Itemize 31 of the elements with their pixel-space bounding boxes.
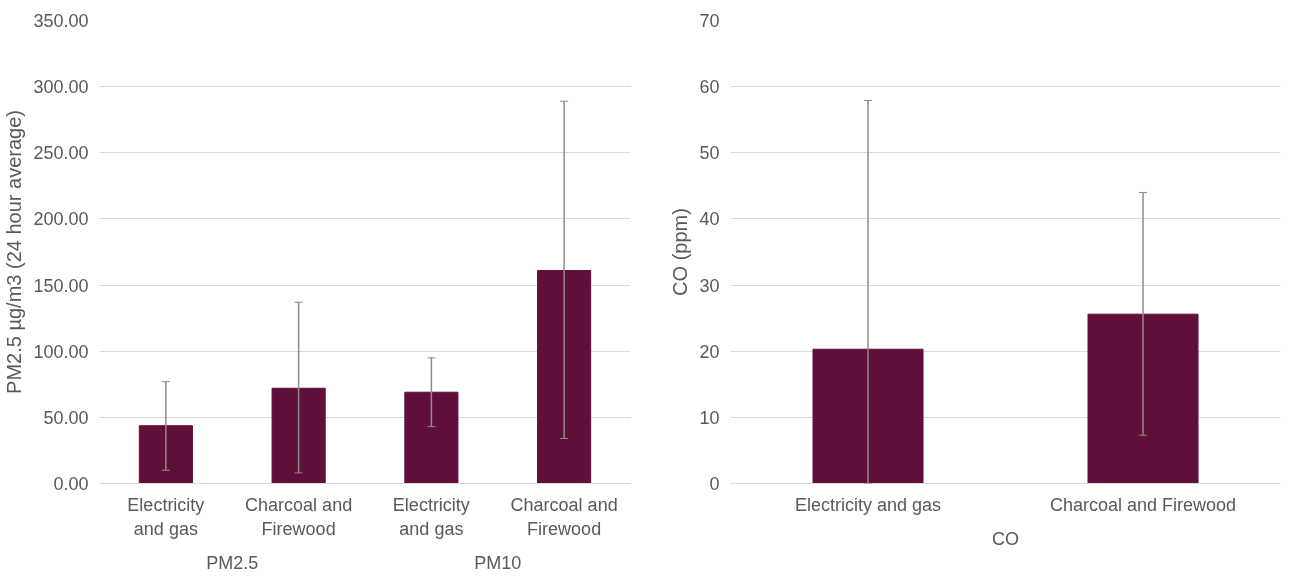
text: PM10 [474, 552, 522, 573]
y-tick-label: 50 [699, 143, 720, 164]
y-axis-title: CO (ppm) [669, 208, 692, 296]
x-tick-label: Charcoal and Firewood [245, 494, 353, 539]
text: PM2.5 [206, 552, 259, 573]
y-tick-label: 350.00 [33, 11, 89, 31]
y-tick-label: 250.00 [33, 143, 89, 164]
bar [537, 270, 592, 484]
x-tick-label: Charcoal and Firewood [510, 494, 618, 539]
text: CO [992, 528, 1019, 549]
x-tick-label: Charcoal and Firewood [1049, 494, 1237, 515]
y-tick-label: 70 [699, 11, 720, 31]
y-tick-label: 300.00 [33, 77, 89, 98]
y-tick-label: 10 [699, 407, 720, 428]
y-tick-label: 20 [699, 341, 720, 362]
y-axis-title: PM2.5 µg/m3 (24 hour average) [3, 110, 26, 394]
y-tick-label: 200.00 [33, 209, 89, 230]
x-tick-label: Electricity and gas [127, 494, 205, 539]
y-tick-label: 150.00 [33, 275, 89, 296]
bar [138, 425, 193, 484]
bar [271, 387, 326, 484]
y-tick-label: 100.00 [33, 341, 89, 362]
y-tick-label: 0 [709, 474, 720, 494]
y-tick-label: 30 [699, 275, 720, 296]
bar [404, 391, 459, 484]
y-tick-label: 0.00 [53, 474, 89, 494]
y-tick-label: 60 [699, 77, 720, 98]
x-tick-label: Electricity and gas [794, 494, 942, 515]
x-tick-label: Electricity and gas [392, 494, 470, 539]
y-tick-label: 50.00 [43, 407, 89, 428]
y-tick-label: 40 [699, 209, 720, 230]
